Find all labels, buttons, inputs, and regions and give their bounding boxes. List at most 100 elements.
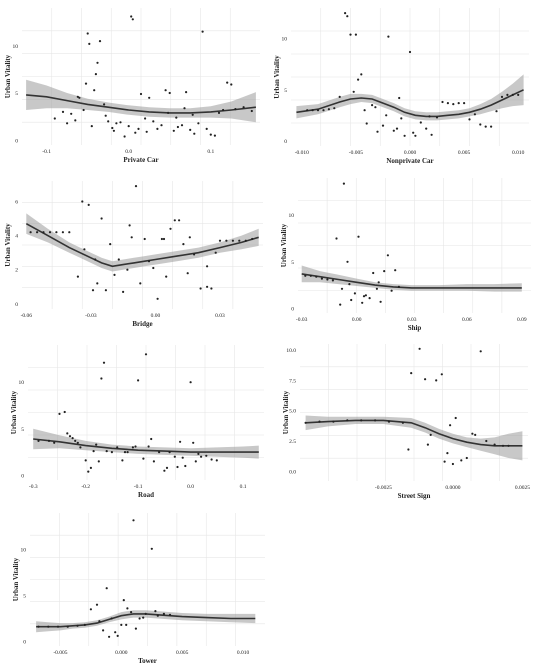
data-point [102,361,106,364]
data-point [97,460,100,463]
data-point [463,102,466,105]
x-tick-label: -0.3 [29,484,38,490]
data-point [377,281,380,284]
data-point [446,102,449,105]
x-tick-label: 0.06 [462,317,472,323]
data-point [479,123,482,126]
data-point [320,277,323,280]
x-tick-label: 0.1 [207,149,214,155]
y-tick-label: 0 [284,139,287,145]
data-point [306,109,309,112]
data-point [387,35,390,38]
data-point [194,460,197,463]
data-point [56,625,60,628]
data-point [210,458,213,461]
x-tick-label: 0.010 [237,650,250,656]
data-point [230,83,233,86]
data-point [381,124,385,127]
data-point [168,91,171,95]
y-tick-label: 5 [15,91,18,97]
data-point [63,410,66,414]
data-point [362,295,366,298]
data-point [333,107,336,110]
data-point [375,287,378,290]
data-point [410,372,413,375]
data-point [392,129,395,132]
data-point [130,15,133,18]
y-tick-label: 10 [289,213,295,219]
chart-panel: 0 5 10 -0.005 0.000 0.005 0.010 Tower Urban Vita… [12,513,265,665]
data-point [340,287,344,290]
data-point [172,129,175,132]
data-point [147,445,150,448]
data-point [419,121,422,124]
data-point [435,379,438,382]
data-point [109,243,112,246]
data-point [83,248,86,251]
data-point [175,116,178,119]
y-tick-label: 6 [15,199,18,205]
x-tick-label: 0.0 [187,484,194,490]
data-point [126,607,129,610]
data-point [168,451,171,454]
data-point [318,420,321,423]
chart-panel: 0.0 2.5 5.0 7.5 10.0 -0.0025 0.0000 0.0025 Stree… [282,344,530,500]
x-tick-label: 0.000 [115,650,128,656]
data-point [173,455,176,458]
data-point [176,125,179,129]
data-point [137,379,140,382]
data-point [160,124,163,127]
data-point [126,268,129,271]
data-point [103,103,106,106]
data-point [210,287,213,290]
data-point [122,290,125,293]
data-point [368,297,371,300]
data-point [91,289,95,292]
data-point [371,104,374,107]
data-point [68,231,71,234]
data-point [199,287,202,290]
data-point [365,122,368,125]
data-point [346,260,349,263]
data-point [160,237,163,241]
data-point [47,625,50,628]
x-tick-label: 0.09 [517,317,527,323]
data-point [165,466,169,469]
data-point [100,217,103,220]
data-point [205,454,208,457]
data-point [107,120,110,123]
smooth-line [296,89,524,118]
x-tick-label: -0.03 [85,313,97,319]
data-point [144,353,148,356]
data-point [37,625,40,628]
data-point [449,424,452,427]
data-point [94,73,97,76]
x-tick-label: -0.010 [295,150,309,156]
data-point [152,120,155,123]
x-tick-label: 0.00 [151,313,161,319]
data-point [173,219,176,222]
data-point [76,624,79,627]
data-point [181,456,184,459]
data-point [327,108,330,111]
data-point [398,96,401,100]
data-point [374,106,377,109]
data-point [197,122,200,125]
data-point [81,200,84,203]
data-point [95,443,98,446]
data-point [376,130,379,133]
data-point [251,237,254,241]
data-point [144,117,147,120]
data-point [138,617,141,620]
data-point [186,272,189,275]
y-tick-label: 10 [19,380,25,386]
data-point [48,231,52,234]
data-point [348,283,351,286]
data-point [201,30,204,33]
data-point [443,460,446,463]
y-axis-title: Urban Vitality [12,557,20,601]
data-point [507,444,510,447]
data-point [412,131,415,134]
x-tick-label: 0.005 [458,150,471,156]
